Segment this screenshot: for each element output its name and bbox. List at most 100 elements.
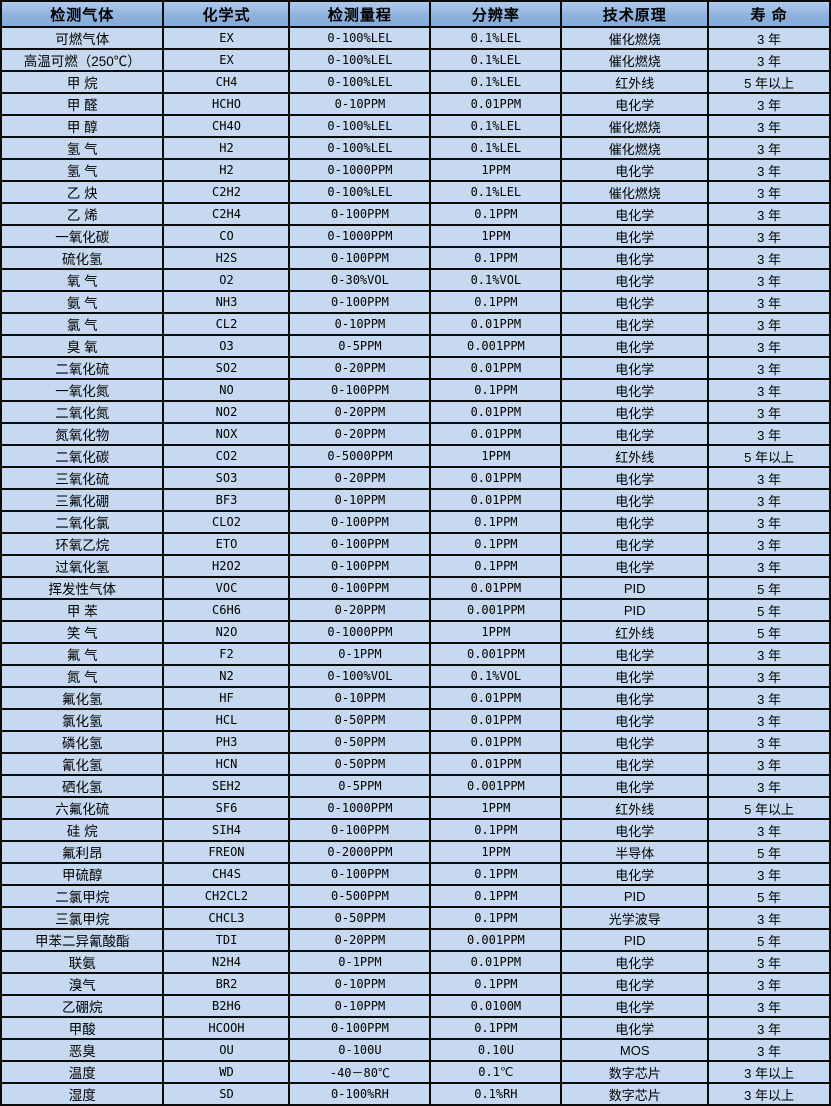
table-row: 恶臭 OU 0-100U 0.10U MOS 3 年 bbox=[0, 1038, 831, 1062]
cell-chemical-formula: HCHO bbox=[162, 92, 291, 116]
column-header-resolution: 分辨率 bbox=[429, 0, 563, 28]
cell-detection-range: 0-1000PPM bbox=[288, 224, 432, 248]
cell-technology: PID bbox=[560, 884, 710, 908]
cell-resolution: 0.1PPM bbox=[429, 246, 563, 270]
cell-detection-range: -40－80℃ bbox=[288, 1060, 432, 1084]
cell-lifespan: 3 年 bbox=[707, 48, 831, 72]
cell-gas-name: 笑 气 bbox=[0, 620, 165, 644]
cell-technology: 电化学 bbox=[560, 202, 710, 226]
table-row: 过氧化氢 H2O2 0-100PPM 0.1PPM 电化学 3 年 bbox=[0, 554, 831, 578]
cell-detection-range: 0-20PPM bbox=[288, 422, 432, 446]
cell-detection-range: 0-20PPM bbox=[288, 466, 432, 490]
cell-chemical-formula: O3 bbox=[162, 334, 291, 358]
cell-chemical-formula: SEH2 bbox=[162, 774, 291, 798]
cell-detection-range: 0-100U bbox=[288, 1038, 432, 1062]
cell-resolution: 1PPM bbox=[429, 158, 563, 182]
cell-detection-range: 0-10PPM bbox=[288, 92, 432, 116]
cell-technology: 电化学 bbox=[560, 862, 710, 886]
cell-detection-range: 0-100PPM bbox=[288, 554, 432, 578]
cell-chemical-formula: HCN bbox=[162, 752, 291, 776]
cell-technology: 电化学 bbox=[560, 334, 710, 358]
cell-resolution: 0.01PPM bbox=[429, 400, 563, 424]
table-row: 甲 醛 HCHO 0-10PPM 0.01PPM 电化学 3 年 bbox=[0, 92, 831, 116]
cell-gas-name: 湿度 bbox=[0, 1082, 165, 1106]
cell-technology: 电化学 bbox=[560, 730, 710, 754]
cell-detection-range: 0-5PPM bbox=[288, 334, 432, 358]
cell-gas-name: 甲 醛 bbox=[0, 92, 165, 116]
cell-resolution: 0.01PPM bbox=[429, 422, 563, 446]
cell-lifespan: 3 年 bbox=[707, 378, 831, 402]
cell-resolution: 0.01PPM bbox=[429, 686, 563, 710]
cell-resolution: 0.1%LEL bbox=[429, 114, 563, 138]
cell-chemical-formula: H2O2 bbox=[162, 554, 291, 578]
cell-technology: 催化燃烧 bbox=[560, 180, 710, 204]
cell-gas-name: 乙 烯 bbox=[0, 202, 165, 226]
table-row: 高温可燃（250℃） EX 0-100%LEL 0.1%LEL 催化燃烧 3 年 bbox=[0, 48, 831, 72]
cell-chemical-formula: CH2CL2 bbox=[162, 884, 291, 908]
cell-gas-name: 溴气 bbox=[0, 972, 165, 996]
cell-gas-name: 氟 气 bbox=[0, 642, 165, 666]
cell-gas-name: 硒化氢 bbox=[0, 774, 165, 798]
cell-gas-name: 恶臭 bbox=[0, 1038, 165, 1062]
cell-detection-range: 0-1PPM bbox=[288, 642, 432, 666]
cell-detection-range: 0-5000PPM bbox=[288, 444, 432, 468]
cell-resolution: 0.0100M bbox=[429, 994, 563, 1018]
cell-lifespan: 3 年以上 bbox=[707, 1082, 831, 1106]
cell-chemical-formula: PH3 bbox=[162, 730, 291, 754]
cell-lifespan: 3 年 bbox=[707, 708, 831, 732]
cell-lifespan: 5 年 bbox=[707, 576, 831, 600]
cell-chemical-formula: HF bbox=[162, 686, 291, 710]
cell-chemical-formula: CHCL3 bbox=[162, 906, 291, 930]
table-row: 三氯甲烷 CHCL3 0-50PPM 0.1PPM 光学波导 3 年 bbox=[0, 906, 831, 930]
cell-gas-name: 三氧化硫 bbox=[0, 466, 165, 490]
cell-lifespan: 3 年 bbox=[707, 290, 831, 314]
cell-detection-range: 0-100%LEL bbox=[288, 114, 432, 138]
cell-technology: 电化学 bbox=[560, 994, 710, 1018]
cell-resolution: 0.1PPM bbox=[429, 1016, 563, 1040]
table-row: 三氧化硫 SO3 0-20PPM 0.01PPM 电化学 3 年 bbox=[0, 466, 831, 490]
cell-detection-range: 0-1000PPM bbox=[288, 620, 432, 644]
cell-gas-name: 挥发性气体 bbox=[0, 576, 165, 600]
cell-resolution: 0.01PPM bbox=[429, 950, 563, 974]
cell-lifespan: 5 年 bbox=[707, 598, 831, 622]
table-row: 一氧化碳 CO 0-1000PPM 1PPM 电化学 3 年 bbox=[0, 224, 831, 248]
cell-technology: 催化燃烧 bbox=[560, 114, 710, 138]
cell-chemical-formula: H2 bbox=[162, 158, 291, 182]
cell-technology: 电化学 bbox=[560, 224, 710, 248]
table-row: 甲 醇 CH4O 0-100%LEL 0.1%LEL 催化燃烧 3 年 bbox=[0, 114, 831, 138]
cell-gas-name: 氯 气 bbox=[0, 312, 165, 336]
table-row: 联氨 N2H4 0-1PPM 0.01PPM 电化学 3 年 bbox=[0, 950, 831, 974]
cell-resolution: 1PPM bbox=[429, 620, 563, 644]
cell-chemical-formula: CH4S bbox=[162, 862, 291, 886]
cell-technology: 电化学 bbox=[560, 554, 710, 578]
cell-lifespan: 3 年 bbox=[707, 510, 831, 534]
column-header-lifespan: 寿 命 bbox=[707, 0, 831, 28]
cell-resolution: 0.001PPM bbox=[429, 774, 563, 798]
cell-gas-name: 联氨 bbox=[0, 950, 165, 974]
cell-resolution: 1PPM bbox=[429, 796, 563, 820]
cell-gas-name: 甲酸 bbox=[0, 1016, 165, 1040]
cell-lifespan: 3 年 bbox=[707, 906, 831, 930]
cell-technology: 电化学 bbox=[560, 664, 710, 688]
cell-detection-range: 0-100PPM bbox=[288, 1016, 432, 1040]
cell-lifespan: 3 年 bbox=[707, 224, 831, 248]
cell-detection-range: 0-10PPM bbox=[288, 686, 432, 710]
cell-technology: 催化燃烧 bbox=[560, 26, 710, 50]
cell-chemical-formula: CLO2 bbox=[162, 510, 291, 534]
table-row: 氰化氢 HCN 0-50PPM 0.01PPM 电化学 3 年 bbox=[0, 752, 831, 776]
cell-chemical-formula: F2 bbox=[162, 642, 291, 666]
cell-resolution: 0.001PPM bbox=[429, 598, 563, 622]
cell-gas-name: 氰化氢 bbox=[0, 752, 165, 776]
cell-gas-name: 硅 烷 bbox=[0, 818, 165, 842]
cell-chemical-formula: C2H4 bbox=[162, 202, 291, 226]
cell-chemical-formula: N2 bbox=[162, 664, 291, 688]
table-row: 磷化氢 PH3 0-50PPM 0.01PPM 电化学 3 年 bbox=[0, 730, 831, 754]
table-row: 氟利昂 FREON 0-2000PPM 1PPM 半导体 5 年 bbox=[0, 840, 831, 864]
cell-lifespan: 3 年 bbox=[707, 994, 831, 1018]
cell-resolution: 0.1%LEL bbox=[429, 180, 563, 204]
cell-lifespan: 5 年 bbox=[707, 840, 831, 864]
cell-detection-range: 0-5PPM bbox=[288, 774, 432, 798]
table-row: 一氧化氮 NO 0-100PPM 0.1PPM 电化学 3 年 bbox=[0, 378, 831, 402]
table-row: 甲 苯 C6H6 0-20PPM 0.001PPM PID 5 年 bbox=[0, 598, 831, 622]
cell-chemical-formula: BR2 bbox=[162, 972, 291, 996]
